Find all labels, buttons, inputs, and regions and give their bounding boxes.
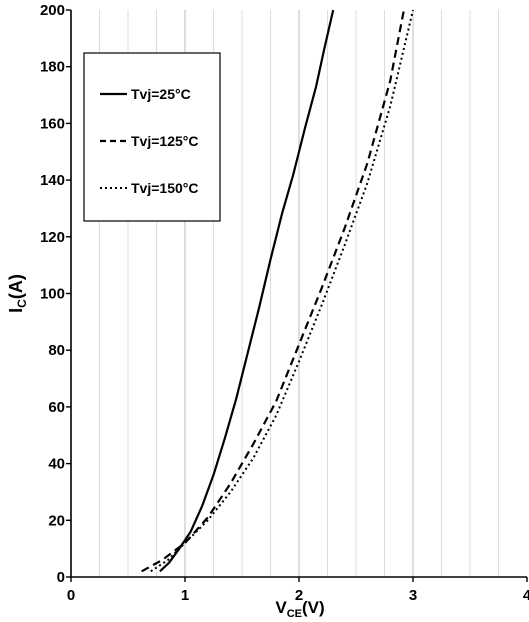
y-tick-label: 60: [48, 399, 65, 416]
tick-labels: 0 20 40 60 80 100 120 140 160 180 200 0 1 2 3 4: [40, 2, 529, 604]
y-tick-label: 0: [57, 569, 65, 586]
y-axis-title-main: I: [6, 308, 26, 313]
y-tick-label: 40: [48, 456, 65, 473]
x-axis-title-unit: (V): [302, 598, 325, 617]
legend-box: [83, 52, 221, 222]
y-axis-title-unit: (A): [6, 274, 26, 299]
series-lines: [141, 9, 414, 573]
y-tick-label: 180: [40, 59, 65, 76]
x-axis-title-sub: CE: [287, 608, 302, 620]
legend-label: Tvj=150°C: [131, 180, 198, 196]
y-axis-title-sub: C: [15, 299, 29, 308]
series-line: [141, 9, 405, 573]
y-tick-label: 100: [40, 286, 65, 303]
series-line: [159, 9, 335, 573]
x-tick-label: 4: [523, 587, 529, 604]
x-tick-label: 3: [409, 587, 417, 604]
x-axis-title-main: V: [275, 598, 287, 617]
x-tick-label: 1: [181, 587, 189, 604]
y-tick-label: 20: [48, 512, 65, 529]
legend-label: Tvj=125°C: [131, 133, 198, 149]
y-tick-label: 80: [48, 342, 65, 359]
y-tick-label: 120: [40, 229, 65, 246]
y-axis-title: IC(A): [6, 274, 29, 313]
x-tick-label: 2: [295, 587, 303, 604]
x-axis-title: VCE(V): [275, 598, 324, 620]
legend: Tvj=25°C Tvj=125°C Tvj=150°C: [83, 52, 221, 222]
x-tick-label: 0: [67, 587, 75, 604]
y-tick-label: 200: [40, 2, 65, 19]
legend-label: Tvj=25°C: [131, 86, 191, 102]
y-tick-label: 160: [40, 115, 65, 132]
y-tick-label: 140: [40, 172, 65, 189]
